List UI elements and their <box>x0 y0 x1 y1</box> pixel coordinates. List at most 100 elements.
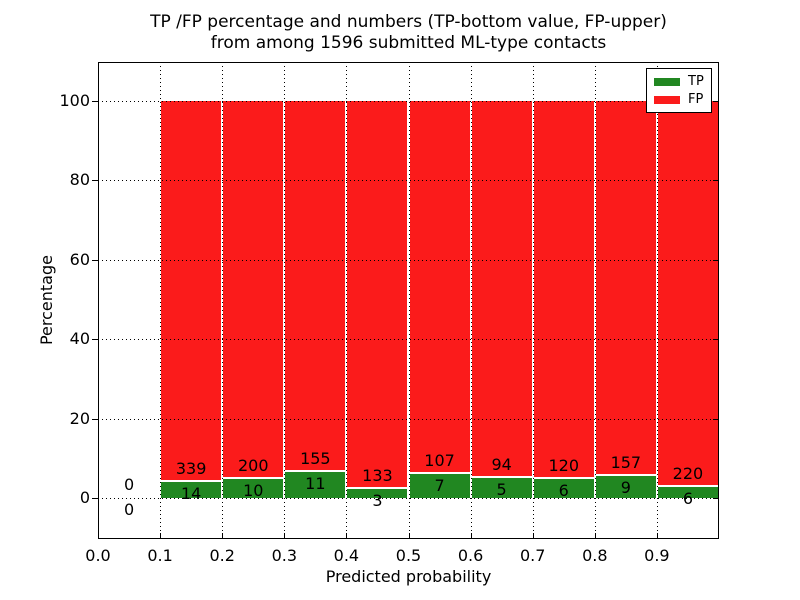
chart-title-line-2: from among 1596 submitted ML-type contac… <box>210 33 607 53</box>
bar-segment-fp <box>347 101 408 488</box>
legend: TP FP <box>646 68 712 113</box>
gridline-vertical <box>594 62 596 539</box>
gridline-vertical <box>346 62 348 539</box>
gridline-vertical <box>470 62 472 539</box>
bar-count-label-tp: 3 <box>372 491 383 511</box>
gridline-vertical <box>408 62 410 539</box>
y-tick-mark-right <box>713 339 719 341</box>
x-tick-mark <box>408 533 410 539</box>
y-tick-mark <box>92 418 98 420</box>
legend-swatch-tp-icon <box>654 78 680 86</box>
bar-segment-fp <box>409 101 470 472</box>
bar-segment-tp <box>347 489 408 498</box>
x-tick-mark <box>470 533 472 539</box>
x-tick-mark <box>532 533 534 539</box>
bar-segment-fp <box>223 101 284 478</box>
bar-segment-fp <box>595 101 656 475</box>
y-tick-mark <box>92 180 98 182</box>
bars-layer <box>98 62 719 539</box>
bar-segment-fp <box>471 101 532 476</box>
bar-count-label-tp: 6 <box>558 481 569 501</box>
bar-count-label-fp: 94 <box>491 454 512 474</box>
bar-segment-tp <box>595 476 656 498</box>
bar-count-label-fp: 339 <box>175 459 207 479</box>
x-tick-label: 0.1 <box>147 546 173 565</box>
bar-segment-fp <box>285 101 346 470</box>
x-tick-mark <box>98 533 99 539</box>
bar-count-label-fp: 155 <box>300 448 331 468</box>
labels-layer: 0 0 339 14 200 10 155 11 133 3 107 7 94 5 120 6 157 9 220 6 <box>98 62 719 539</box>
bar-count-label-tp: 14 <box>180 484 202 504</box>
x-tick-mark <box>346 533 348 539</box>
bar-count-label-fp: 120 <box>548 456 580 476</box>
bar-count-label-tp: 11 <box>305 473 326 493</box>
bar-segment-tp <box>223 479 284 498</box>
y-tick-mark-right <box>713 498 719 499</box>
bar-segment-fp <box>533 101 594 478</box>
y-tick-label: 20 <box>69 408 90 428</box>
y-tick-mark <box>92 339 98 341</box>
bar-count-label-tp: 9 <box>620 478 631 498</box>
y-tick-label: 0 <box>79 488 90 507</box>
gridline-vertical <box>160 62 162 539</box>
x-tick-label: 0.3 <box>271 546 298 565</box>
chart-title-line-1: TP /FP percentage and numbers (TP-bottom… <box>150 12 667 32</box>
bar-segment-tp <box>285 471 346 498</box>
x-tick-mark <box>594 533 596 539</box>
bar-segment-tp <box>657 487 718 498</box>
x-tick-mark <box>222 533 224 539</box>
y-axis-label: Percentage <box>37 255 56 346</box>
y-tick-label: 40 <box>69 329 90 349</box>
legend-row-fp: FP <box>647 91 711 109</box>
x-tick-mark <box>160 533 162 539</box>
y-tick-mark-right <box>713 418 719 420</box>
bar-segment-fp <box>161 101 222 481</box>
chart-title: TP /FP percentage and numbers (TP-bottom… <box>98 12 719 54</box>
bar-segment-tp <box>471 477 532 498</box>
legend-label-fp: FP <box>688 92 704 107</box>
bar-segment-tp <box>161 482 222 498</box>
x-tick-label: 0.6 <box>457 546 484 565</box>
bar-count-label-tp: 0 <box>123 500 135 519</box>
bar-count-label-fp: 107 <box>424 450 455 470</box>
bar-count-label-tp: 10 <box>243 481 264 501</box>
y-tick-mark <box>92 259 98 261</box>
legend-label-tp: TP <box>688 74 704 89</box>
y-tick-mark <box>92 498 98 499</box>
bar-count-label-tp: 6 <box>682 489 694 509</box>
bar-count-label-fp: 220 <box>672 464 704 484</box>
gridline-vertical <box>284 62 286 539</box>
y-tick-mark-right <box>713 101 719 102</box>
legend-swatch-fp-icon <box>654 96 680 104</box>
y-tick-label: 60 <box>69 249 90 269</box>
bar-segment-fp <box>657 101 718 486</box>
x-tick-label: 0.5 <box>395 546 422 565</box>
y-tick-mark <box>92 101 98 102</box>
plot-area: 0 0 339 14 200 10 155 11 133 3 107 7 94 5 120 6 157 9 220 6 <box>98 62 719 539</box>
gridline-vertical <box>222 62 224 539</box>
bar-count-label-tp: 7 <box>434 475 445 495</box>
x-tick-mark <box>284 533 286 539</box>
x-tick-label: 0.8 <box>582 546 608 565</box>
gridline-vertical <box>656 62 658 539</box>
legend-row-tp: TP <box>647 73 711 91</box>
bar-count-label-fp: 0 <box>123 475 135 494</box>
y-tick-label: 80 <box>69 170 90 190</box>
x-axis-label: Predicted probability <box>325 567 492 586</box>
bar-segment-tp <box>533 479 594 498</box>
bar-count-label-fp: 157 <box>610 453 642 473</box>
x-tick-mark <box>656 533 658 539</box>
x-tick-label: 0.4 <box>333 546 360 565</box>
x-tick-label: 0.9 <box>644 546 670 565</box>
y-tick-label: 100 <box>59 91 90 110</box>
bar-count-label-tp: 5 <box>496 479 507 499</box>
y-tick-mark-right <box>713 259 719 261</box>
bar-count-label-fp: 200 <box>237 456 269 476</box>
x-tick-label: 0.7 <box>519 546 546 565</box>
bar-segment-tp <box>409 473 470 498</box>
x-tick-label: 0.2 <box>209 546 235 565</box>
y-tick-mark-right <box>713 180 719 182</box>
x-tick-label: 0.0 <box>85 546 111 565</box>
grid-layer <box>98 62 719 539</box>
